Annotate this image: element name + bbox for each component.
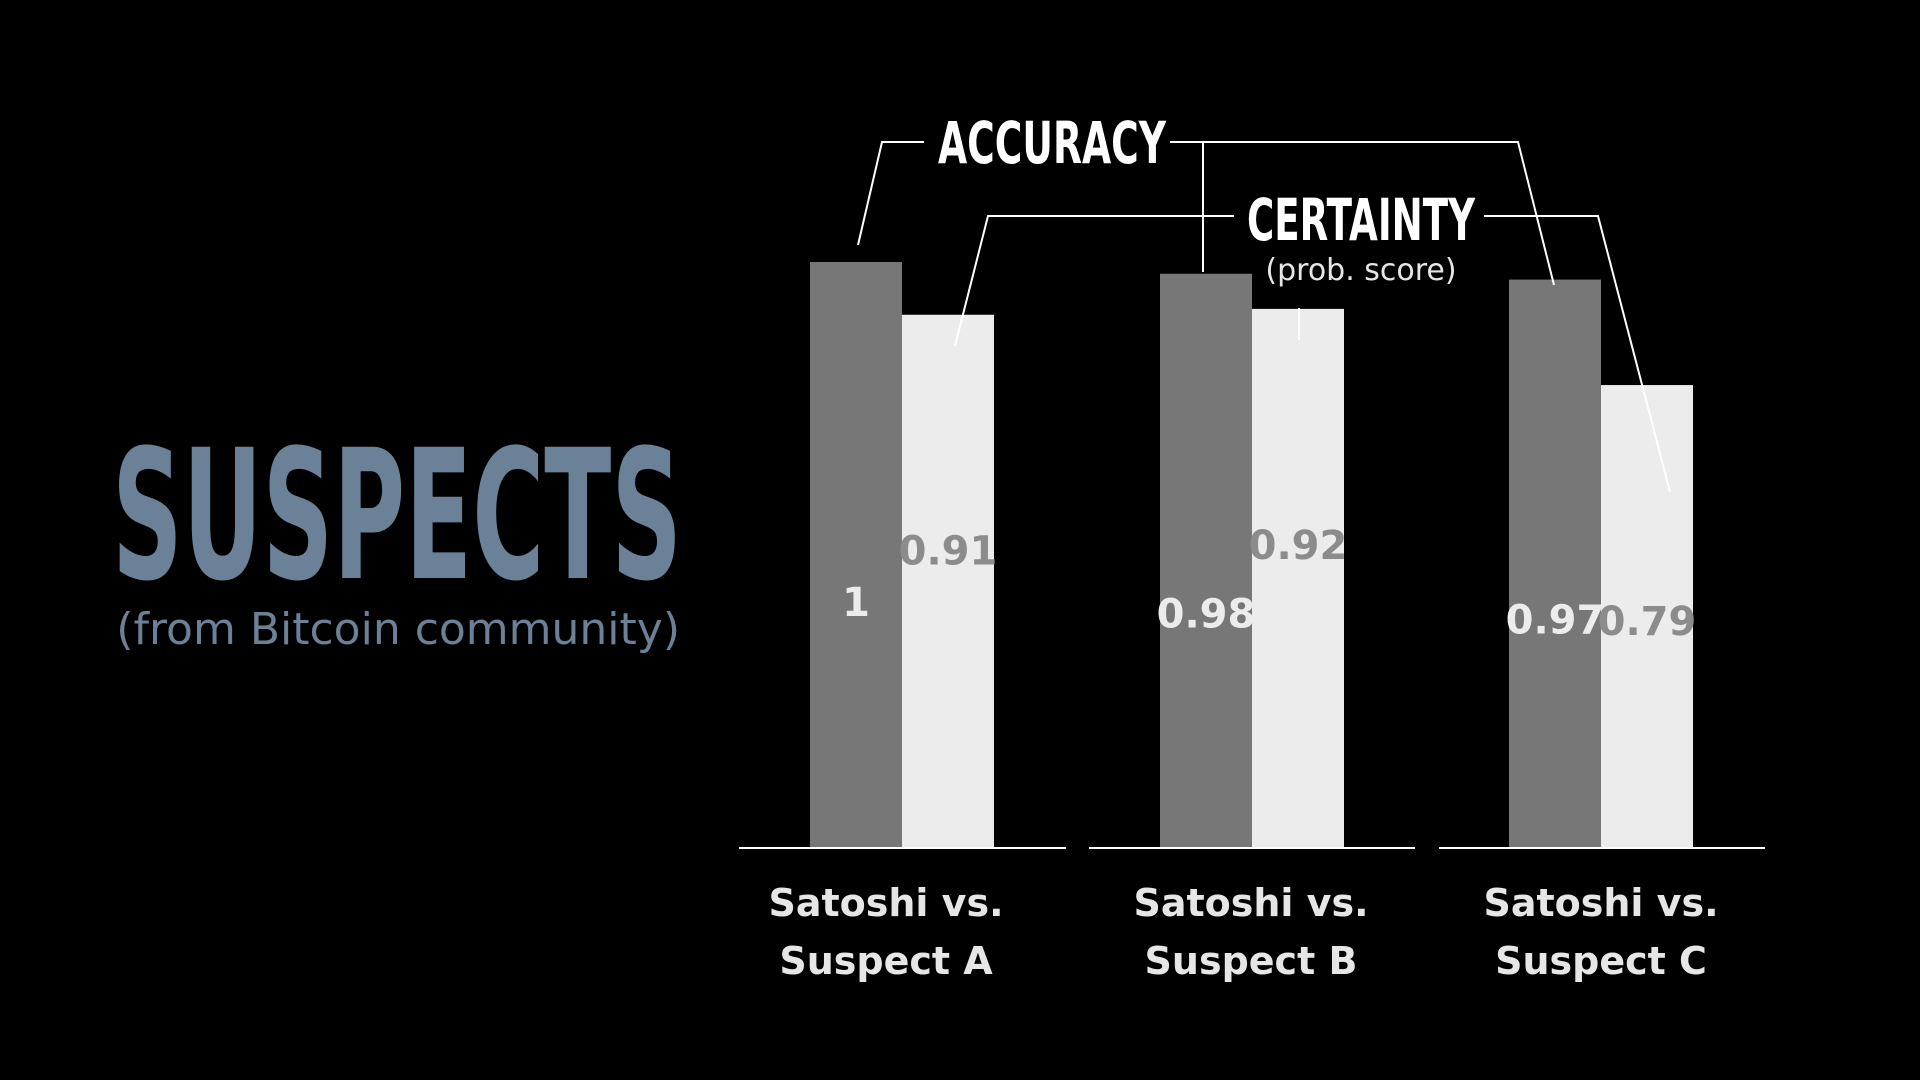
accuracy-bar [810, 262, 902, 848]
accuracy-bar [1160, 273, 1252, 849]
page-title: SUSPECTS [112, 412, 682, 621]
certainty-value-label: 0.79 [1598, 599, 1697, 645]
page-title-text: SUSPECTS [112, 412, 682, 621]
certainty-bar [902, 314, 994, 848]
certainty-bar [1601, 385, 1693, 848]
legend-accuracy: ACCURACY [938, 109, 1167, 177]
category-label: Satoshi vs. Suspect B [1133, 881, 1368, 983]
bar-group: 1 0.91 Satoshi vs. Suspect A [739, 262, 1066, 983]
accuracy-callout-a [857, 141, 924, 246]
category-label: Satoshi vs. Suspect A [768, 881, 1003, 983]
certainty-bar [1252, 308, 1344, 848]
certainty-value-label: 0.92 [1249, 523, 1348, 569]
certainty-value-label: 0.91 [899, 529, 998, 575]
accuracy-bar [1509, 279, 1601, 849]
legend-certainty-subtitle: (prob. score) [1265, 253, 1456, 288]
page-subtitle: (from Bitcoin community) [116, 604, 680, 655]
accuracy-value-label: 0.98 [1157, 592, 1256, 638]
accuracy-value-label: 0.97 [1506, 598, 1605, 644]
bar-group: 0.970.79 Satoshi vs. Suspect C [1439, 279, 1765, 983]
accuracy-callout-c [1170, 141, 1555, 286]
certainty-callout-c [1484, 215, 1671, 493]
certainty-callout-a [954, 215, 1234, 347]
legend-certainty: CERTAINTY [1247, 186, 1476, 254]
legend: ACCURACY CERTAINTY(prob. score) [857, 109, 1671, 493]
category-label: Satoshi vs. Suspect C [1483, 881, 1718, 983]
bar-group: 0.98 0.92 Satoshi vs. Suspect B [1089, 273, 1415, 983]
accuracy-value-label: 1 [842, 580, 870, 626]
